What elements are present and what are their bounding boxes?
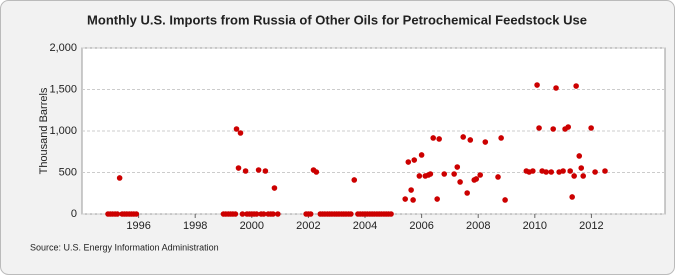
- point: [571, 173, 577, 179]
- point: [271, 185, 278, 191]
- point: [548, 169, 555, 175]
- point: [451, 171, 457, 177]
- point: [427, 171, 434, 177]
- y-tick-label: 1,000: [49, 125, 77, 137]
- point: [567, 168, 573, 174]
- point: [388, 211, 394, 217]
- x-tick-label: 2000: [240, 220, 264, 232]
- x-tick-label: 2004: [353, 220, 377, 232]
- y-tick-label: 0: [71, 208, 77, 220]
- point: [348, 211, 354, 217]
- point: [502, 197, 508, 203]
- point: [430, 135, 437, 141]
- point: [592, 169, 598, 175]
- point: [116, 175, 123, 181]
- point: [242, 168, 249, 174]
- point: [255, 167, 262, 173]
- point: [495, 174, 501, 180]
- point: [550, 126, 557, 132]
- point: [441, 171, 448, 177]
- point: [262, 168, 269, 174]
- point: [416, 173, 423, 179]
- point: [580, 173, 587, 179]
- point: [467, 137, 474, 143]
- point: [237, 130, 244, 136]
- x-tick-label: 2012: [579, 220, 603, 232]
- point: [464, 190, 470, 196]
- point: [578, 165, 585, 171]
- point: [573, 83, 579, 89]
- point: [588, 125, 594, 131]
- point: [553, 85, 559, 91]
- point: [565, 124, 572, 130]
- point: [260, 211, 267, 217]
- point: [477, 172, 483, 178]
- y-axis-label: Thousand Barrels: [38, 87, 50, 174]
- point: [534, 82, 540, 88]
- chart-title: Monthly U.S. Imports from Russia of Othe…: [87, 12, 587, 27]
- point: [239, 211, 246, 217]
- point: [351, 177, 358, 183]
- point: [233, 126, 240, 132]
- point: [530, 168, 536, 174]
- point: [454, 164, 461, 170]
- point: [408, 187, 414, 193]
- y-tick-label: 2,000: [49, 42, 77, 54]
- x-tick-label: 1996: [126, 220, 150, 232]
- point: [457, 179, 463, 185]
- point: [313, 169, 320, 175]
- point: [473, 176, 480, 182]
- x-tick-label: 2010: [523, 220, 547, 232]
- point: [436, 136, 442, 142]
- point: [498, 135, 504, 141]
- y-tick-label: 1,500: [49, 83, 77, 95]
- point: [411, 157, 418, 163]
- x-tick-label: 2008: [466, 220, 490, 232]
- point: [576, 153, 583, 159]
- point: [402, 196, 408, 202]
- x-tick-label: 2006: [409, 220, 433, 232]
- x-tick-label: 1998: [183, 220, 207, 232]
- point: [235, 165, 242, 171]
- point: [410, 197, 416, 203]
- point: [133, 211, 140, 217]
- point: [307, 211, 314, 217]
- x-tick-label: 2002: [296, 220, 320, 232]
- y-tick-label: 500: [59, 166, 77, 178]
- point: [405, 159, 412, 165]
- point: [569, 194, 575, 200]
- point: [482, 139, 489, 145]
- point: [232, 211, 239, 217]
- point: [253, 211, 260, 217]
- point: [460, 134, 467, 140]
- point: [270, 211, 276, 217]
- point: [560, 168, 566, 174]
- point: [543, 169, 549, 175]
- point: [114, 211, 121, 217]
- point: [275, 211, 281, 217]
- point: [536, 125, 542, 131]
- point: [602, 168, 608, 174]
- point: [434, 196, 440, 202]
- source: Source: U.S. Energy Information Administ…: [30, 242, 219, 252]
- point: [418, 152, 425, 158]
